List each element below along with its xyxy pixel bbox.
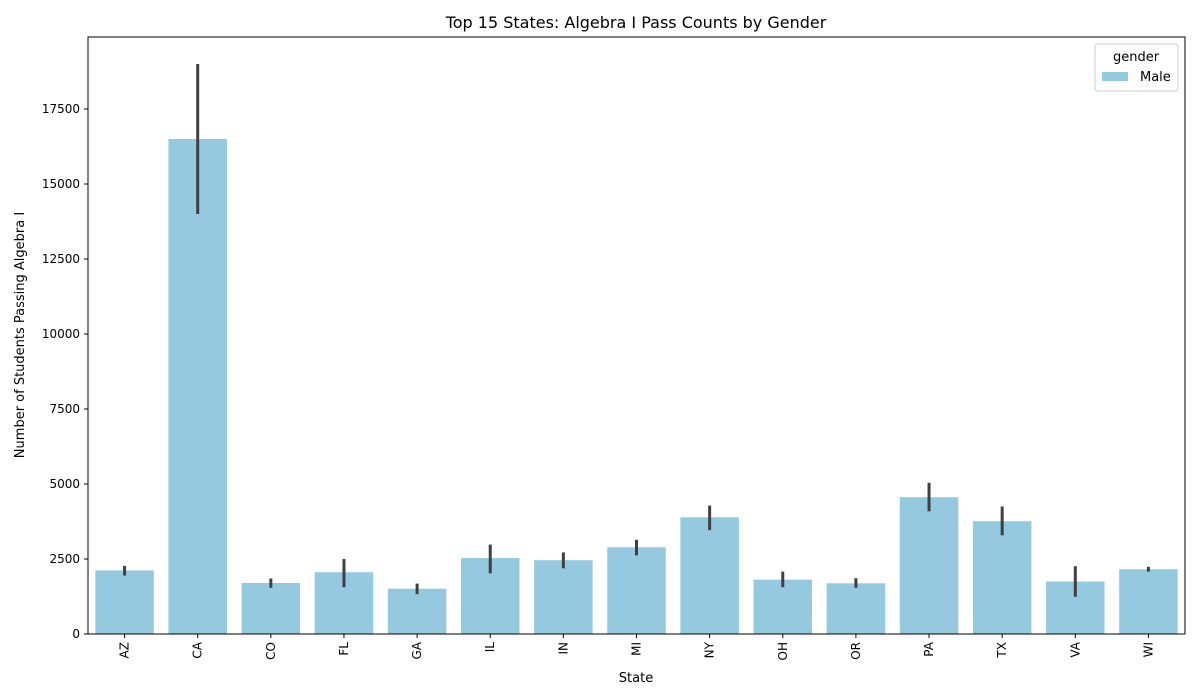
y-tick-label: 2500 (49, 552, 80, 566)
y-tick-label: 12500 (42, 252, 80, 266)
x-tick-label: IL (483, 642, 497, 653)
bar-ca (168, 139, 227, 634)
plot-area (87, 36, 1186, 635)
x-axis: AZ CA CO FL GA IL IN MI NY OH OR PA TX VA WI (118, 634, 1155, 660)
y-tick-label: 15000 (42, 177, 80, 191)
x-tick-label: NY (703, 641, 717, 658)
bars-group (95, 139, 1178, 634)
x-tick-label: MI (630, 642, 644, 656)
legend-swatch (1102, 72, 1128, 81)
bar-az (95, 570, 154, 634)
x-tick-label: CA (191, 641, 205, 658)
y-tick-label: 0 (72, 627, 80, 641)
chart-title: Top 15 States: Algebra I Pass Counts by … (445, 13, 827, 32)
bar-in (534, 560, 593, 634)
x-tick-label: TX (995, 642, 1009, 659)
x-tick-label: AZ (118, 642, 132, 658)
x-tick-label: WI (1141, 642, 1155, 657)
y-axis-label: Number of Students Passing Algebra I (13, 212, 28, 458)
bar-or (826, 583, 886, 634)
legend: gender Male (1094, 43, 1179, 92)
y-tick-label: 10000 (42, 327, 80, 341)
x-tick-label: IN (556, 642, 570, 655)
x-tick-label: VA (1068, 641, 1082, 657)
y-tick-label: 7500 (49, 402, 80, 416)
x-tick-label: GA (410, 641, 424, 659)
bar-pa (899, 497, 959, 634)
bar-wi (1119, 569, 1178, 634)
x-tick-label: PA (922, 641, 936, 656)
legend-series-label: Male (1140, 70, 1171, 85)
legend-title: gender (1113, 50, 1160, 65)
bar-tx (972, 521, 1032, 634)
bar-co (241, 583, 301, 634)
bar-mi (607, 547, 666, 634)
y-tick-label: 5000 (49, 477, 80, 491)
x-axis-label: State (619, 671, 653, 686)
bar-ga (387, 588, 447, 634)
y-axis: 0 2500 5000 7500 10000 12500 15000 17500 (42, 102, 88, 641)
x-tick-label: OH (776, 642, 790, 660)
x-tick-label: FL (337, 642, 351, 656)
bar-oh (753, 579, 813, 634)
y-tick-label: 17500 (42, 102, 80, 116)
x-tick-label: CO (264, 642, 278, 660)
bar-ny (680, 517, 739, 634)
errorbars-group (123, 64, 1150, 597)
x-tick-label: OR (849, 642, 863, 660)
